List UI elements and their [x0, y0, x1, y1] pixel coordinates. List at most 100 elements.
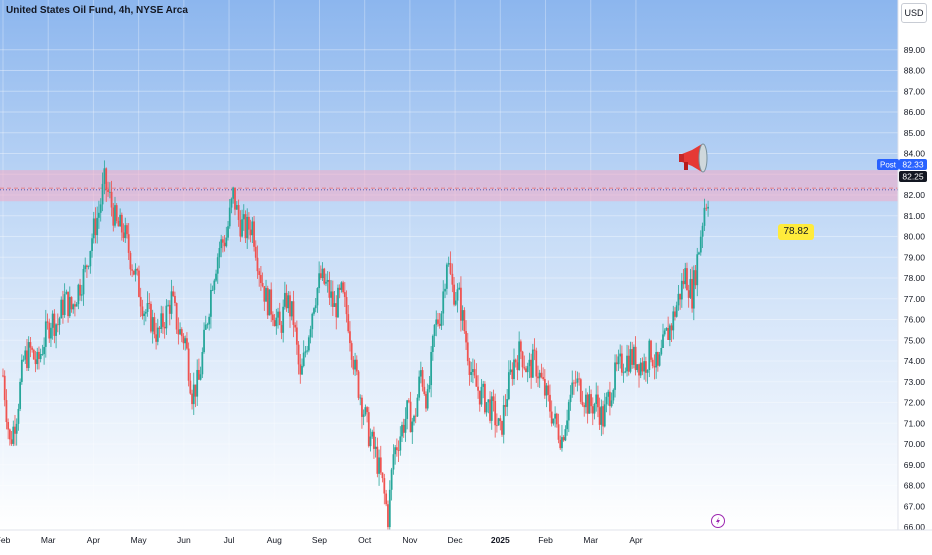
candle-body [547, 385, 550, 395]
candle-body [394, 447, 397, 455]
candle-body [2, 375, 4, 377]
candle-body [526, 366, 529, 373]
candle-body [119, 214, 122, 227]
candle-body [94, 218, 97, 236]
x-tick-label: Aug [267, 535, 282, 545]
currency-button[interactable]: USD [901, 3, 927, 23]
candle-body [180, 329, 183, 337]
candle-body [648, 340, 651, 370]
candle-body [447, 263, 450, 265]
candle-body [289, 295, 291, 317]
candle-body [509, 369, 512, 373]
candle-body [390, 469, 393, 490]
candle-body [256, 257, 259, 272]
candle-body [38, 351, 40, 360]
candle-body [472, 369, 474, 373]
candle-body [411, 421, 414, 433]
candle-body [354, 359, 356, 370]
candle-body [68, 296, 71, 317]
candle-body [605, 396, 608, 405]
candle-body [703, 207, 706, 226]
candle-body [7, 422, 10, 430]
candle-body [179, 329, 181, 335]
candle-body [206, 324, 209, 326]
candle-body [687, 290, 690, 298]
candle-body [680, 280, 683, 300]
candle-body [504, 405, 507, 407]
candle-body [644, 361, 647, 373]
candle-body [330, 291, 333, 298]
candle-body [419, 370, 422, 377]
candle-body [92, 218, 95, 239]
candle-body [674, 311, 676, 317]
candle-body [347, 314, 350, 332]
candle-body [451, 273, 454, 285]
candle-body [378, 457, 380, 474]
y-tick-label: 67.00 [904, 501, 926, 511]
candle-body [283, 292, 286, 307]
candle-body [184, 338, 187, 344]
candle-body [402, 424, 405, 433]
candle-body [241, 219, 243, 237]
candle-body [124, 225, 127, 239]
candle-body [696, 254, 699, 286]
candle-body [480, 386, 483, 405]
candle-body [51, 313, 54, 328]
candle-body [316, 288, 319, 306]
megaphone-icon [679, 143, 708, 173]
candle-body [192, 384, 195, 405]
candle-body [552, 418, 555, 424]
candle-body [658, 354, 661, 366]
candle-body [39, 354, 42, 360]
candle-body [499, 418, 502, 421]
last-price: 82.25 [902, 172, 924, 182]
candle-body [449, 263, 452, 274]
candle-body [228, 207, 231, 227]
candle-body [473, 369, 476, 376]
candle-body [325, 281, 327, 284]
candle-body [595, 394, 598, 404]
candle-body [545, 385, 548, 396]
y-tick-label: 78.00 [904, 273, 926, 283]
candle-body [440, 313, 443, 326]
candle-body [460, 287, 462, 321]
candle-body [513, 359, 515, 380]
lightning-icon[interactable] [711, 514, 725, 528]
candle-body [468, 361, 471, 375]
candle-body [29, 342, 32, 348]
candle-body [707, 206, 709, 209]
candle-body [105, 168, 108, 190]
candle-body [632, 346, 635, 365]
candle-body [215, 273, 217, 281]
candle-body [379, 457, 382, 473]
candle-body [550, 411, 553, 424]
candle-body [362, 414, 365, 417]
candle-body [62, 299, 64, 316]
candle-body [99, 204, 102, 213]
candle-body [10, 439, 13, 444]
candle-body [367, 412, 370, 447]
candle-body [381, 472, 384, 479]
candle-body [148, 303, 151, 304]
candle-body [442, 291, 445, 314]
candle-body [246, 216, 249, 239]
candle-body [80, 294, 83, 296]
candle-body [453, 284, 455, 305]
candle-body [285, 292, 288, 309]
candle-body [343, 292, 346, 298]
candle-body [270, 289, 273, 315]
candle-body [691, 278, 694, 309]
candle-body [581, 401, 584, 406]
candle-body [383, 478, 386, 494]
candle-body [203, 329, 205, 353]
candle-body [227, 226, 229, 238]
candle-body [254, 246, 257, 258]
candle-body [248, 216, 250, 230]
y-tick-label: 72.00 [904, 398, 926, 408]
candle-body [475, 375, 478, 387]
candle-body [561, 437, 563, 449]
candle-body [461, 310, 464, 321]
candle-body [14, 426, 16, 434]
